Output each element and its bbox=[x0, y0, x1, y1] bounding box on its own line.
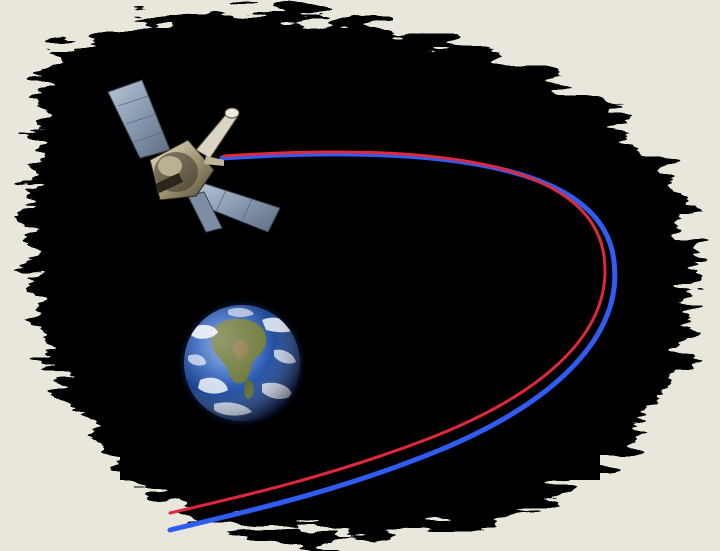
earth-icon bbox=[182, 303, 302, 423]
orbit-path-red bbox=[168, 150, 607, 515]
satellite-icon bbox=[107, 79, 281, 233]
space-background bbox=[29, 11, 693, 538]
orbit-paths bbox=[167, 150, 618, 533]
orbit-path-blue bbox=[167, 151, 618, 533]
